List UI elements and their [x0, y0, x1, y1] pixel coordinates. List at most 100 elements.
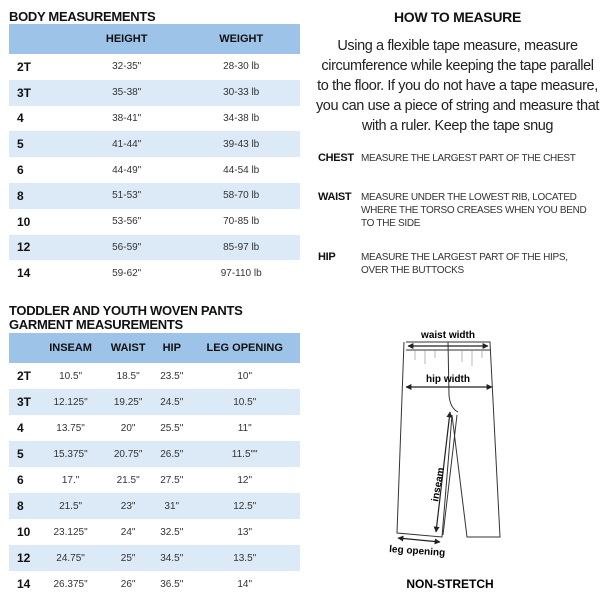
value-cell: 32.5" — [160, 526, 184, 538]
size-cell: 12 — [9, 234, 71, 261]
table-row: 10 53-56" 70-85 lb — [9, 209, 300, 235]
leg-opening-label: leg opening — [389, 544, 446, 559]
column-header: INSEAM — [39, 333, 103, 363]
value-cell: 85-97 lb — [182, 234, 300, 261]
value-cell: 26.375" — [53, 578, 88, 590]
size-cell: 14 — [17, 266, 31, 281]
value-cell: 10.5" — [59, 370, 83, 382]
size-cell: 4 — [17, 421, 24, 435]
value-cell: 70-85 lb — [223, 216, 260, 228]
size-cell: 3T — [9, 389, 39, 415]
value-cell: 58-70 lb — [182, 182, 300, 209]
value-cell: 15.375" — [39, 441, 103, 467]
value-cell: 20" — [120, 422, 136, 434]
column-header: HEIGHT — [71, 24, 183, 54]
size-cell: 5 — [9, 131, 71, 158]
table-row: 5 15.375" 20.75" 26.5" 11.5"" — [9, 441, 300, 467]
table-row: 12 56-59" 85-97 lb — [9, 234, 300, 261]
how-to-measure-title: HOW TO MEASURE — [394, 9, 521, 25]
table-row: 5 41-44" 39-43 lb — [9, 131, 300, 158]
table-row: 3T 12.125" 19.25" 24.5" 10.5" — [9, 389, 300, 415]
table-row: 4 13.75" 20" 25.5" 11" — [9, 415, 300, 441]
size-cell: 2T — [17, 369, 32, 383]
value-cell: 34-38 lb — [223, 112, 260, 124]
size-cell: 8 — [9, 493, 39, 519]
value-cell: 28-30 lb — [223, 61, 260, 73]
value-cell: 23.125" — [53, 526, 88, 538]
value-cell: 13" — [237, 526, 253, 538]
value-cell: 24.75" — [39, 545, 103, 571]
size-cell: 12 — [9, 545, 39, 571]
column-header — [9, 24, 71, 54]
table-row: 4 38-41" 34-38 lb — [9, 106, 300, 132]
def-label: WAIST — [318, 191, 352, 203]
value-cell: 25.5" — [160, 422, 184, 434]
value-cell: 30-33 lb — [182, 79, 300, 106]
table-header: HEIGHT WEIGHT — [9, 24, 300, 54]
value-cell: 13.5" — [189, 545, 300, 571]
column-header: HIP — [154, 333, 190, 363]
waist-width-label: waist width — [420, 330, 475, 341]
table-row: 2T 10.5" 18.5" 23.5" 10" — [9, 363, 300, 389]
size-cell: 8 — [9, 182, 71, 209]
size-cell: 4 — [17, 111, 24, 126]
size-cell: 6 — [17, 163, 24, 178]
how-to-measure-intro: Using a flexible tape measure, measure c… — [315, 38, 600, 134]
value-cell: 21.5" — [39, 493, 103, 519]
table-row: 3T 35-38" 30-33 lb — [9, 79, 300, 106]
def-label: HIP — [318, 251, 336, 263]
value-cell: 59-62" — [112, 267, 142, 279]
value-cell: 97-110 lb — [220, 267, 262, 279]
def-text: MEASURE UNDER THE LOWEST RIB, LOCATED WH… — [361, 192, 587, 229]
value-cell: 13.75" — [56, 422, 85, 434]
value-cell: 38-41" — [112, 112, 142, 124]
table-row: 12 24.75" 25" 34.5" 13.5" — [9, 545, 300, 571]
value-cell: 11.5"" — [189, 441, 300, 467]
size-cell: 10 — [17, 525, 31, 539]
value-cell: 10.5" — [189, 389, 300, 415]
value-cell: 12.5" — [189, 493, 300, 519]
value-cell: 27.5" — [160, 474, 184, 486]
inseam-label: inseam — [430, 467, 447, 503]
table-row: 2T 32-35" 28-30 lb — [9, 54, 300, 80]
value-cell: 35-38" — [71, 79, 183, 106]
value-cell: 11" — [237, 422, 252, 434]
value-cell: 14" — [237, 578, 253, 590]
size-cell: 3T — [9, 79, 71, 106]
column-header: LEG OPENING — [189, 333, 300, 363]
def-text: MEASURE THE LARGEST PART OF THE HIPS, OV… — [361, 252, 568, 276]
value-cell: 41-44" — [71, 131, 183, 158]
value-cell: 36.5" — [160, 578, 184, 590]
body-measurements-title: BODY MEASUREMENTS — [9, 9, 156, 24]
value-cell: 56-59" — [71, 234, 183, 261]
column-header: WEIGHT — [182, 24, 300, 54]
value-cell: 24" — [120, 526, 136, 538]
value-cell: 44-54 lb — [223, 164, 260, 176]
table-row: 6 17." 21.5" 27.5" 12" — [9, 467, 300, 493]
value-cell: 10" — [237, 370, 253, 382]
size-cell: 2T — [17, 59, 32, 74]
size-cell: 6 — [17, 473, 24, 487]
table-row: 14 59-62" 97-110 lb — [9, 260, 300, 286]
value-cell: 31" — [154, 493, 190, 519]
table-row: 14 26.375" 26" 36.5" 14" — [9, 571, 300, 597]
garment-measurements-table: INSEAM WAIST HIP LEG OPENING 2T 10.5" 18.5" 23.… — [9, 333, 300, 597]
def-label: CHEST — [318, 152, 354, 164]
value-cell: 19.25" — [102, 389, 155, 415]
value-cell: 12" — [237, 474, 253, 486]
value-cell: 23.5" — [160, 370, 184, 382]
table-row: 6 44-49" 44-54 lb — [9, 157, 300, 183]
column-header: WAIST — [102, 333, 155, 363]
value-cell: 51-53" — [71, 182, 183, 209]
value-cell: 21.5" — [116, 474, 140, 486]
value-cell: 20.75" — [102, 441, 155, 467]
table-row: 8 51-53" 58-70 lb — [9, 182, 300, 209]
value-cell: 23" — [102, 493, 155, 519]
hip-width-label: hip width — [426, 374, 470, 385]
body-measurements-table: HEIGHT WEIGHT 2T 32-35" 28-30 lb 3T 35-38" 30-3… — [9, 24, 300, 286]
value-cell: 53-56" — [112, 216, 142, 228]
value-cell: 34.5" — [154, 545, 190, 571]
size-cell: 14 — [17, 577, 31, 591]
column-header — [9, 333, 39, 363]
value-cell: 26" — [120, 578, 136, 590]
